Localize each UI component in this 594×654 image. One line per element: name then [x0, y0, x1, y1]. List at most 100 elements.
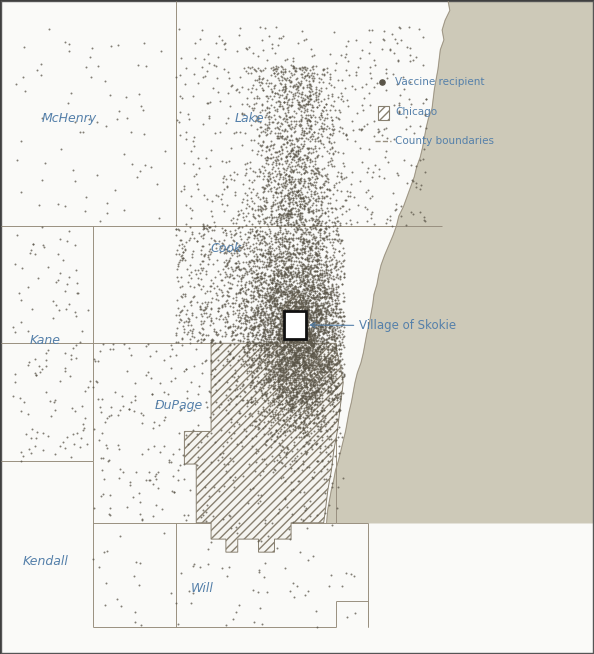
Point [287, 230, 297, 241]
Point [329, 364, 339, 375]
Point [284, 233, 293, 244]
Point [252, 271, 261, 282]
Point [303, 326, 312, 337]
Point [277, 367, 287, 377]
Point [294, 408, 304, 419]
Point [266, 69, 276, 80]
Point [286, 332, 296, 343]
Point [288, 307, 298, 317]
Point [268, 349, 277, 359]
Point [75, 337, 84, 347]
Point [302, 335, 311, 345]
Point [288, 358, 298, 369]
Point [297, 249, 307, 259]
Point [287, 304, 297, 315]
Point [311, 145, 321, 156]
Point [299, 360, 308, 371]
Point [251, 317, 261, 328]
Point [336, 339, 345, 350]
Point [286, 343, 296, 353]
Point [270, 318, 279, 328]
Point [255, 349, 264, 359]
Point [283, 344, 292, 354]
Point [311, 133, 320, 144]
Point [281, 394, 290, 405]
Point [294, 348, 304, 358]
Point [324, 376, 333, 387]
Point [342, 94, 351, 105]
Point [237, 99, 247, 109]
Point [264, 78, 274, 89]
Point [280, 272, 289, 283]
Point [271, 216, 281, 227]
Point [178, 239, 187, 250]
Point [293, 224, 302, 234]
Point [241, 301, 250, 311]
Point [272, 252, 282, 262]
Point [305, 98, 314, 109]
Point [296, 196, 306, 206]
Point [245, 338, 255, 349]
Point [369, 166, 378, 177]
Point [318, 282, 327, 292]
Point [282, 397, 292, 407]
Point [289, 166, 298, 177]
Point [280, 267, 290, 278]
Point [379, 124, 388, 134]
Point [297, 396, 307, 406]
Point [251, 213, 260, 223]
Point [406, 120, 415, 131]
Point [319, 354, 328, 365]
Point [298, 392, 308, 402]
Point [332, 394, 342, 405]
Point [275, 198, 285, 208]
Point [324, 387, 334, 398]
Point [260, 236, 269, 247]
Point [277, 385, 286, 396]
Point [276, 341, 286, 352]
Point [264, 176, 273, 186]
Point [171, 598, 181, 608]
Point [286, 336, 296, 346]
Point [277, 72, 287, 82]
Point [310, 320, 320, 330]
Point [299, 62, 308, 73]
Point [298, 181, 307, 191]
Point [268, 290, 278, 301]
Point [249, 359, 259, 370]
Point [303, 298, 312, 308]
Point [320, 374, 330, 385]
Point [287, 321, 296, 332]
Point [317, 281, 327, 292]
Point [194, 326, 203, 337]
Point [159, 528, 169, 538]
Point [313, 192, 323, 203]
Point [296, 333, 306, 343]
Point [292, 252, 301, 262]
Point [232, 305, 241, 315]
Point [304, 390, 313, 401]
Point [377, 44, 387, 54]
Point [257, 203, 267, 213]
Point [298, 243, 307, 253]
Point [322, 109, 331, 120]
Point [373, 124, 383, 134]
Point [317, 366, 326, 377]
Point [338, 319, 347, 330]
Point [308, 333, 318, 343]
Point [302, 398, 312, 408]
Point [327, 80, 336, 90]
Point [265, 141, 274, 151]
Point [322, 270, 331, 281]
Point [321, 355, 331, 366]
Point [283, 248, 292, 258]
Point [219, 280, 228, 290]
Point [10, 326, 20, 337]
Point [216, 194, 226, 204]
Point [280, 344, 289, 354]
Point [309, 337, 319, 348]
Point [271, 237, 281, 247]
Point [294, 295, 304, 305]
Point [312, 385, 321, 396]
Point [283, 131, 292, 141]
